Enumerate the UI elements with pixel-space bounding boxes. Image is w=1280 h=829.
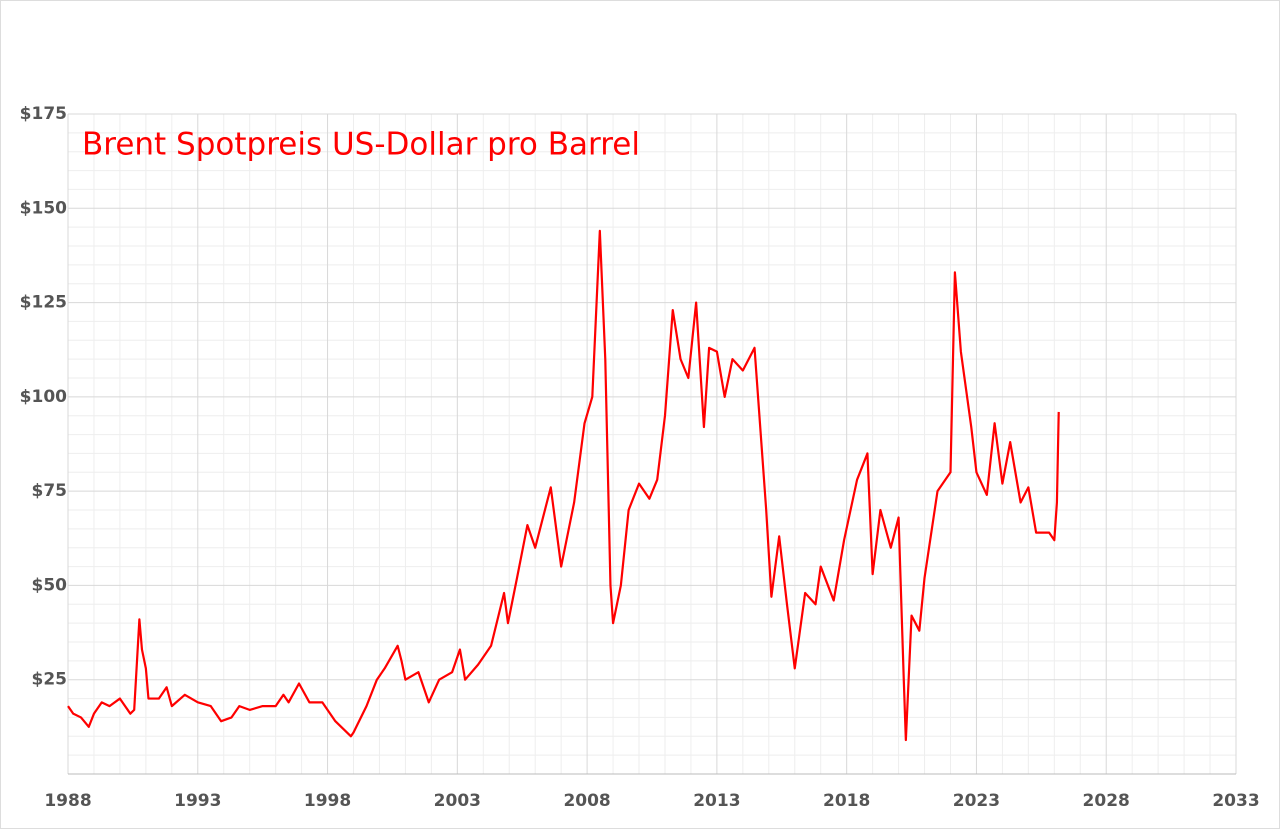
x-tick-label: 2018 (823, 791, 870, 811)
plot (67, 229, 1060, 742)
y-tick-label: $125 (20, 293, 67, 313)
x-tick-label: 1993 (174, 791, 221, 811)
y-tick-label: $100 (20, 387, 67, 407)
x-tick-label: 2003 (434, 791, 481, 811)
y-tick-label: $150 (20, 198, 67, 218)
x-tick-label: 1998 (304, 791, 351, 811)
x-tick-label: 2013 (693, 791, 740, 811)
x-tick-label: 2028 (1083, 791, 1130, 811)
chart-title: Brent Spotpreis US-Dollar pro Barrel (82, 127, 640, 163)
x-tick-label: 2023 (953, 791, 1000, 811)
x-tick-label: 2008 (563, 791, 610, 811)
x-tick-label: 2033 (1212, 791, 1259, 811)
y-tick-label: $25 (32, 670, 68, 690)
y-tick-label: $50 (32, 575, 68, 595)
x-tick-label: 1988 (44, 791, 91, 811)
y-tick-label: $175 (20, 104, 67, 124)
price-line (67, 229, 1060, 742)
y-tick-label: $75 (32, 481, 68, 501)
